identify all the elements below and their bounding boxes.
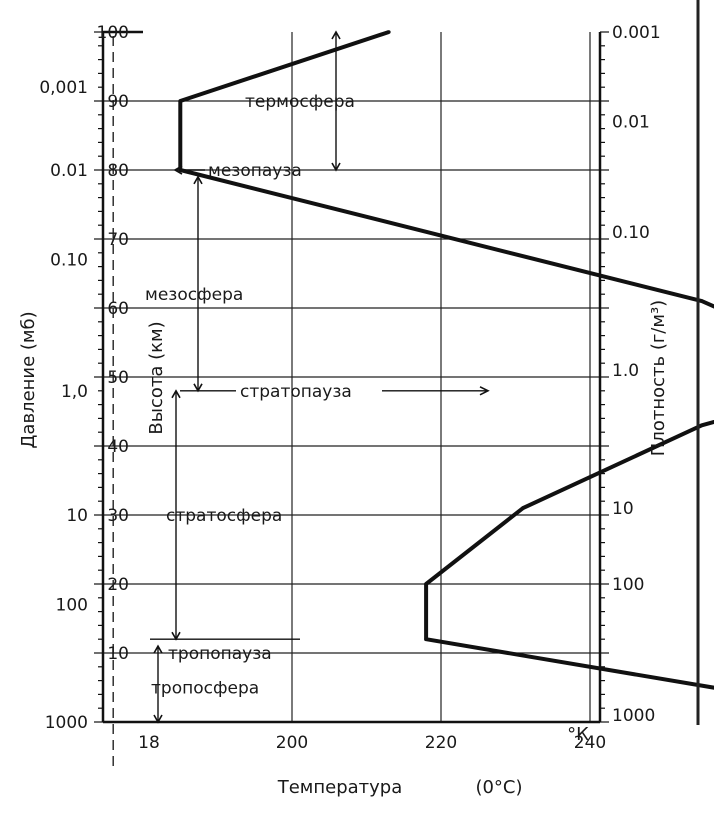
temperature-profile-point-10: [387, 30, 391, 34]
troposphere-arrow-head-top: [153, 644, 163, 654]
temperature-series: [178, 30, 714, 690]
mesosphere-label: мезосфера: [145, 285, 243, 305]
stratosphere-label: стратосфера: [166, 506, 282, 526]
altitude-tick-label-10: 10: [107, 644, 129, 664]
pressure-tick-label-2: 0.10: [50, 251, 88, 271]
temperature-tick-label-240: 240: [574, 733, 606, 753]
pressure-tick-label-3: 1,0: [61, 382, 88, 402]
temperature-tick-label-220: 220: [425, 733, 457, 753]
density-tick-label-4: 10: [612, 499, 634, 519]
tick-marks: 10 20 30 40 50 60 70 80 90 100 0,001 0.01 0.10 1,0 10 1…: [39, 23, 661, 753]
temperature-profile-point-8: [178, 168, 183, 172]
altitude-tick-label-60: 60: [107, 299, 129, 319]
density-tick-label-1: 0.01: [612, 113, 650, 133]
tropopause-label: тропопауза: [168, 644, 272, 664]
temperature-profile-point-2: [424, 582, 428, 586]
pressure-tick-label-6: 1000: [45, 713, 88, 733]
troposphere-label: тропосфера: [151, 679, 259, 699]
temperature-tick-label-180: 18: [138, 733, 160, 753]
freezing-label: (0°С): [475, 777, 522, 798]
altitude-tick-label-30: 30: [107, 506, 129, 526]
pressure-axis-title: Давление (мб): [18, 311, 39, 448]
grid-lines: [103, 32, 600, 722]
x-unit-label: °К: [567, 724, 589, 745]
temperature-profile-point-9: [178, 99, 183, 103]
density-axis-title: Плотность (г/м³): [648, 300, 669, 456]
density-tick-label-2: 0.10: [612, 223, 650, 243]
mesosphere-arrow-head-top: [193, 175, 203, 185]
altitude-tick-label-20: 20: [107, 575, 129, 595]
altitude-tick-label-80: 80: [107, 161, 129, 181]
density-tick-label-5: 100: [612, 575, 644, 595]
pressure-tick-label-4: 10: [66, 506, 88, 526]
altitude-tick-label-40: 40: [107, 437, 129, 457]
pressure-tick-label-1: 0.01: [50, 161, 88, 181]
altitude-tick-label-70: 70: [107, 230, 129, 250]
pressure-tick-label-0: 0,001: [39, 78, 88, 98]
altitude-tick-label-50: 50: [107, 368, 129, 388]
thermosphere-label: термосфера: [245, 92, 355, 112]
stratopause-pointer-head: [479, 386, 490, 396]
x-axis-title: Температура: [277, 777, 403, 798]
density-tick-label-6: 1000: [612, 706, 655, 726]
troposphere-arrow-head-bottom: [153, 714, 163, 724]
density-tick-label-0: 0.001: [612, 23, 661, 43]
temperature-profile-point-7: [699, 299, 704, 303]
temperature-profile-line: [178, 30, 714, 690]
thermosphere-arrow-head-top: [331, 30, 341, 40]
stratopause-label: стратопауза: [240, 382, 352, 402]
thermosphere-arrow-head-bottom: [331, 162, 341, 172]
altitude-axis-title: Высота (км): [146, 321, 167, 434]
reference-dashed-lines: [112, 36, 114, 766]
layer-annotations: термосфера мезопауза мезосфера стратопауза с…: [145, 30, 490, 724]
temperature-profile-point-1: [424, 637, 428, 641]
mesopause-label: мезопауза: [208, 161, 302, 181]
temperature-tick-label-200: 200: [276, 733, 308, 753]
density-tick-label-3: 1.0: [612, 361, 639, 381]
temperature-profile-point-4: [699, 423, 704, 428]
altitude-tick-label-100: 100: [97, 23, 129, 43]
temperature-profile-point-3: [521, 506, 525, 510]
pressure-tick-label-5: 100: [56, 596, 88, 616]
stratosphere-arrow-head-top: [171, 389, 181, 399]
altitude-tick-label-90: 90: [107, 92, 129, 112]
